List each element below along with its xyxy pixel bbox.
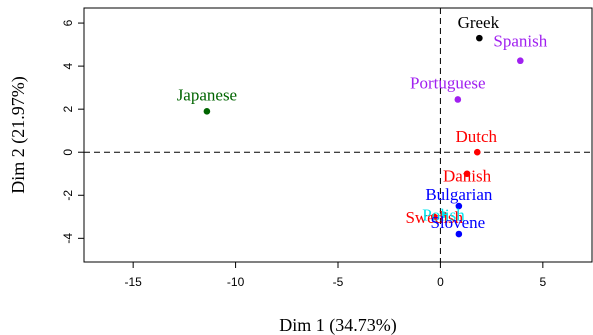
y-tick-label: 4 xyxy=(61,62,75,69)
point-label-slovene: Slovene xyxy=(430,213,485,232)
y-axis: -4 -2 0 2 4 6 xyxy=(61,19,84,244)
point-label-japanese: Japanese xyxy=(177,85,237,104)
point-label-swedish: Swedish xyxy=(405,208,463,227)
point-danish xyxy=(463,170,471,178)
point-greek xyxy=(476,34,483,42)
point-label-dutch: Dutch xyxy=(456,127,498,146)
x-tick-label: -15 xyxy=(124,275,142,289)
y-tick-label: 0 xyxy=(61,149,75,156)
point-spanish xyxy=(517,57,524,65)
x-tick-label: 0 xyxy=(437,275,444,289)
point-dutch xyxy=(473,148,481,156)
y-axis-title: Dim 2 (21.97%) xyxy=(8,76,29,193)
point-slovene xyxy=(455,230,463,238)
y-tick-label: -4 xyxy=(61,233,75,244)
data-points xyxy=(203,34,524,238)
point-japanese xyxy=(203,108,211,115)
point-label-danish: Danish xyxy=(443,167,492,186)
point-label-portuguese: Portuguese xyxy=(410,73,486,92)
point-label-bulgarian: Bulgarian xyxy=(425,185,493,204)
point-label-greek: Greek xyxy=(458,13,500,32)
y-tick-label: 6 xyxy=(61,19,75,26)
x-tick-label: 5 xyxy=(539,275,546,289)
point-polish xyxy=(440,211,447,218)
y-tick-label: 2 xyxy=(61,106,75,113)
point-label-polish: Polish xyxy=(422,206,465,225)
y-tick-label: -2 xyxy=(61,190,75,201)
x-tick-label: -5 xyxy=(333,275,344,289)
reference-lines xyxy=(84,8,592,262)
x-axis-title: Dim 1 (34.73%) xyxy=(279,315,396,335)
x-tick-label: -10 xyxy=(227,275,245,289)
x-axis: -15 -10 -5 0 5 xyxy=(124,262,546,289)
point-swedish xyxy=(430,213,438,221)
point-bulgarian xyxy=(455,202,463,210)
point-portuguese xyxy=(454,96,462,103)
point-label-spanish: Spanish xyxy=(493,32,547,51)
